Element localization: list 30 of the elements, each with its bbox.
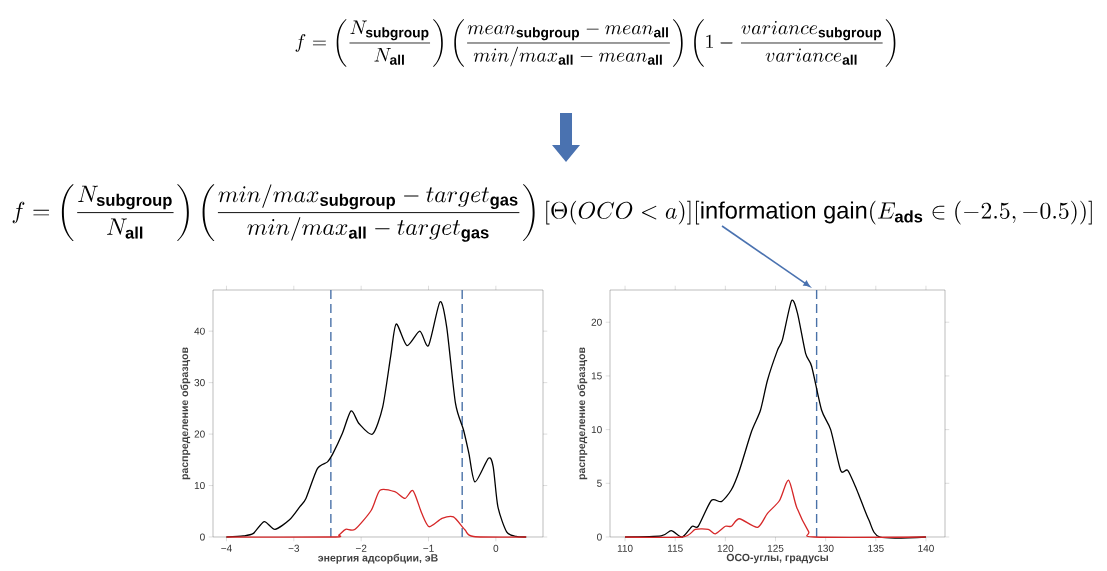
y-tick-label: 15 (591, 372, 602, 380)
y-tick-label: 20 (194, 430, 205, 438)
y-tick-label: 0 (597, 533, 602, 541)
y-axis-title: распределение образцов (180, 347, 191, 480)
y-tick-label: 20 (591, 318, 602, 326)
x-tick-label: 110 (617, 544, 633, 552)
x-tick-label: 115 (668, 544, 683, 552)
y-tick-label: 30 (194, 379, 205, 387)
x-tick-label: 0 (493, 544, 499, 552)
x-tick-label: −1 (423, 544, 434, 552)
y-tick-label: 5 (597, 479, 602, 487)
y-tick-label: 0 (200, 533, 205, 541)
x-tick-label: 130 (818, 544, 834, 552)
x-axis-title: энергия адсорбции, эВ (318, 553, 438, 564)
x-tick-label: 140 (918, 544, 934, 552)
x-tick-label: 120 (717, 544, 734, 552)
y-tick-label: 10 (194, 482, 205, 490)
line-series (225, 488, 527, 538)
x-tick-label: −3 (288, 544, 300, 552)
text: $f=\left(\frac{N_{\mathbf{subgroup}}}{N_{\mathbf{all}}}\right)\left(\frac{mean_{\mathbf{subgroup}}-mean_{\mathbf{all}}}{min/max_{\mathbf{all}}-mean_{\mathbf{all}}}\right)\left(1-\frac{variance_{\mathbf{subgroup}}}{variance_{\mathbf{all}}}\right)$ (295, 19, 896, 67)
x-axis-title: ОСО-углы, градусы (726, 553, 828, 564)
y-tick-label: 10 (591, 426, 602, 434)
x-tick-label: −2 (355, 544, 367, 552)
y-axis-title: распределение образцов (577, 347, 588, 480)
x-tick-label: 125 (767, 544, 784, 552)
line-series (624, 479, 927, 539)
x-tick-label: −4 (221, 544, 232, 552)
x-tick-label: 135 (868, 544, 884, 552)
text: $f=\left(\frac{N_{\mathbf{subgroup}}}{N_{\mathbf{all}}}\right)\left(\frac{min/max_{\mathbf{subgroup}}-target_{\mathbf{gas}}}{min/max_{\mathbf{all}}-target_{\mathbf{gas}}}\right)[\Theta(OCO<a)][\mathrm{information\ gain}(E_{\mathbf{ads}}\in(-2.5,-0.5))]$ (12, 184, 1092, 242)
y-tick-label: 40 (194, 327, 205, 335)
